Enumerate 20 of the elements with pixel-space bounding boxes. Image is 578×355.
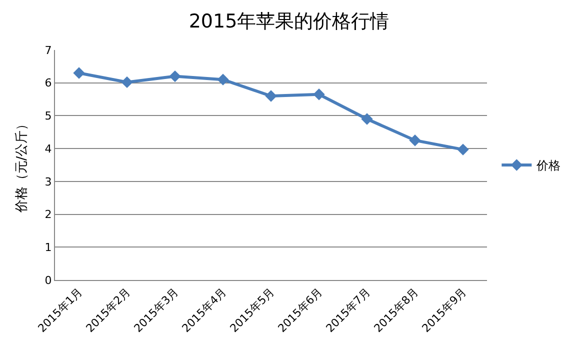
y-tick-label: 6 xyxy=(44,76,52,90)
point xyxy=(409,134,421,146)
chart-title: 2015年苹果的价格行情 xyxy=(188,10,390,32)
point xyxy=(217,74,229,86)
y-tick-label: 5 xyxy=(44,110,52,123)
point xyxy=(265,90,277,102)
point xyxy=(361,113,373,125)
legend-label: 价格 xyxy=(536,158,561,173)
y-tick-label: 7 xyxy=(44,44,52,57)
point xyxy=(169,70,181,82)
y-tick-label: 1 xyxy=(44,240,52,254)
y-tick-label: 4 xyxy=(44,142,52,156)
point xyxy=(313,88,325,100)
y-tick-label: 3 xyxy=(44,175,52,188)
y-tick-label: 0 xyxy=(44,274,52,287)
y-tick-label: 2 xyxy=(44,208,52,222)
y-axis-title: 价格（元/公斤） xyxy=(14,117,30,214)
point xyxy=(457,144,469,156)
point xyxy=(121,76,133,88)
point xyxy=(73,67,85,79)
